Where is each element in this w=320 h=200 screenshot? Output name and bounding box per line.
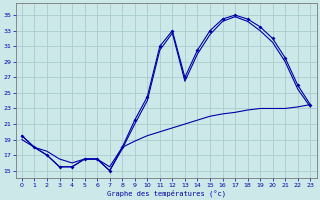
X-axis label: Graphe des températures (°c): Graphe des températures (°c) xyxy=(107,189,226,197)
